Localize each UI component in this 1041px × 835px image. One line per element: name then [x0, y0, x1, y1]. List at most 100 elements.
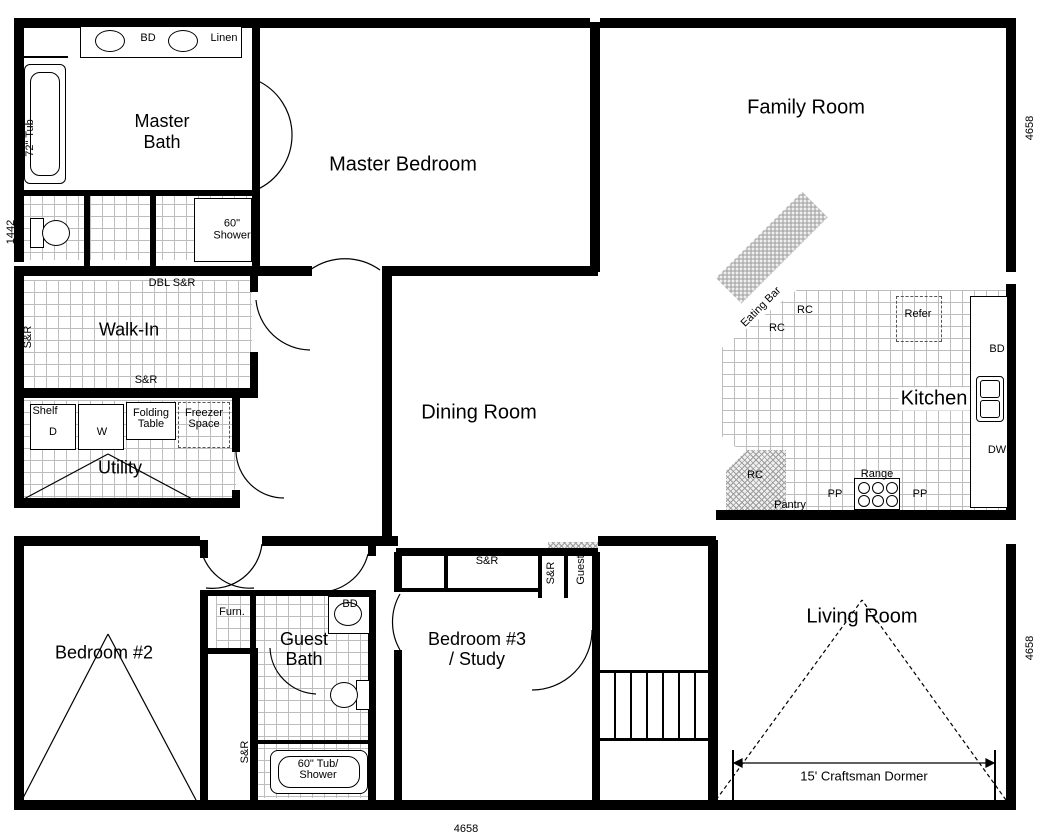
label-bedroom-2: Bedroom #2: [55, 643, 153, 664]
lbl-folding: FoldingTable: [133, 408, 169, 430]
ext-wall-left-b: [14, 268, 24, 504]
label-guest-bath: GuestBath: [280, 630, 328, 670]
wall-center-vert: [590, 22, 600, 272]
lbl-guestcl: Guest: [575, 555, 587, 584]
lbl-dormer: 15' Craftsman Dormer: [800, 769, 927, 784]
lbl-4658a: 4658: [1024, 116, 1036, 140]
lbl-pantry: Pantry: [774, 499, 806, 511]
stairs-box-b: [598, 738, 710, 741]
lbl-furn: Furn.: [219, 606, 245, 618]
wall-kitchen-bot: [716, 510, 1016, 520]
label-family-room: Family Room: [747, 97, 865, 120]
dormer-r: [994, 750, 996, 800]
lbl-sr-bed3b: S&R: [545, 562, 557, 585]
label-master-bedroom: Master Bedroom: [329, 154, 477, 177]
ext-wall-right-a: [1006, 22, 1016, 272]
lbl-bd-k: BD: [989, 343, 1004, 355]
label-dining: Dining Room: [421, 402, 537, 425]
wall-mbath-wc2: [150, 192, 156, 266]
wall-living-left: [708, 540, 718, 806]
wall-mbed-bot2: [252, 266, 312, 276]
lbl-sr-guest: S&R: [239, 741, 251, 764]
stair-2: [630, 672, 632, 738]
wall-bed3-closet-c: [538, 554, 542, 598]
wall-mbath-split: [20, 190, 254, 196]
wall-utility-bot: [14, 498, 240, 508]
wall-utility-right: [232, 396, 240, 452]
wall-dining-left: [382, 272, 392, 542]
lbl-w: W: [97, 426, 107, 438]
ksink-1: [980, 380, 1000, 398]
lbl-range: Range: [861, 468, 893, 480]
wall-bed3-closet-d: [564, 554, 568, 598]
lbl-sr-left: S&R: [22, 326, 34, 349]
wall-guest-furn: [250, 592, 256, 650]
lbl-dblsr: DBL S&R: [149, 277, 196, 289]
ext-wall-bottom: [14, 800, 1016, 810]
lbl-dw: DW: [988, 444, 1006, 456]
burner-3: [886, 482, 898, 494]
wall-bed3-closet-b: [400, 588, 540, 592]
stair-6: [694, 672, 696, 738]
wall-guest-left: [250, 648, 258, 806]
burner-4: [858, 495, 870, 507]
lbl-dim-bot: 4658: [454, 823, 478, 835]
stair-4: [662, 672, 664, 738]
burner-2: [872, 482, 884, 494]
lbl-bd-guest: BD: [342, 598, 357, 610]
wall-mbath-right: [252, 22, 260, 272]
label-living: Living Room: [806, 606, 917, 629]
lbl-sr-bed3: S&R: [476, 555, 499, 567]
label-walk-in: Walk-In: [99, 320, 159, 341]
wall-bed3-closet: [444, 554, 448, 590]
dormer-l: [732, 750, 734, 800]
lbl-bd1: BD: [140, 32, 155, 44]
burner-1: [858, 482, 870, 494]
stair-1: [614, 672, 616, 738]
wall-bed3-left-b: [394, 650, 402, 806]
wall-mbath-wc: [84, 192, 90, 266]
lbl-1442: 1442: [5, 220, 17, 244]
label-utility: Utility: [98, 458, 142, 479]
label-master-bath: MasterBath: [134, 111, 189, 153]
label-bedroom-3: Bedroom #3/ Study: [428, 630, 526, 670]
ext-wall-right-c: [1006, 544, 1016, 806]
lbl-tub72: 72" Tub: [24, 119, 36, 157]
ext-wall-top-right: [600, 18, 1016, 28]
lbl-refer: Refer: [905, 308, 932, 320]
wall-bed3-left: [394, 552, 402, 592]
wall-mbed-bot: [382, 266, 598, 276]
lbl-freezer: FreezerSpace: [185, 408, 223, 430]
wall-mid-left: [14, 536, 200, 546]
tub-shelf: [22, 56, 68, 58]
wall-walkin-bot: [14, 388, 258, 398]
lbl-sr-bot: S&R: [135, 374, 158, 386]
lbl-shelf: Shelf: [32, 405, 57, 417]
wall-guest-furn-b: [206, 648, 254, 654]
lbl-d: D: [49, 426, 57, 438]
wall-guest-right-top: [368, 540, 376, 556]
lbl-pp1: PP: [828, 488, 843, 500]
ksink-2: [980, 400, 1000, 418]
wall-walkin-top: [14, 266, 258, 276]
sink-master-2: [168, 30, 198, 52]
label-kitchen: Kitchen: [899, 388, 970, 411]
toilet-master: [42, 220, 70, 246]
wall-walkin-right-b: [250, 352, 258, 396]
wall-bed2-right: [200, 590, 208, 806]
wall-guest-tub: [256, 740, 370, 744]
stair-5: [678, 672, 680, 738]
wall-utility-right-b: [232, 490, 240, 506]
stair-3: [646, 672, 648, 738]
sink-master-1: [95, 30, 125, 52]
floorplan-canvas: MasterBath Master Bedroom Family Room Wa…: [0, 0, 1041, 834]
lbl-linen: Linen: [211, 32, 238, 44]
wall-bed2-right-top: [200, 540, 208, 558]
lbl-rc3: RC: [747, 469, 763, 481]
lbl-pp2: PP: [913, 488, 928, 500]
lbl-rc1: RC: [769, 322, 785, 334]
burner-5: [872, 495, 884, 507]
lbl-tub60: 60" Tub/Shower: [298, 759, 339, 781]
toilet-guest: [330, 682, 358, 708]
lbl-4658b: 4658: [1024, 636, 1036, 660]
